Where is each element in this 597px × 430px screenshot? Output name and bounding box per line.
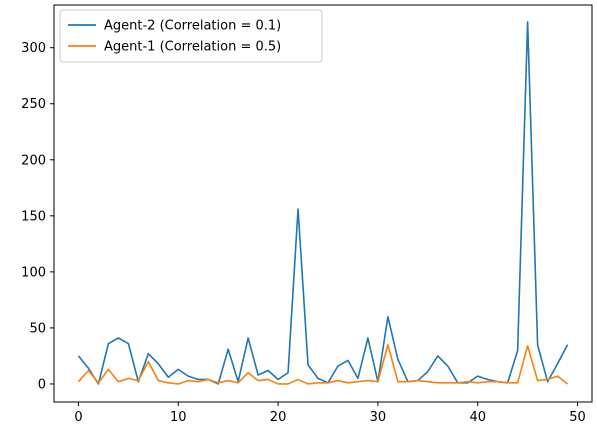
y-tick-label: 250	[21, 97, 46, 112]
x-axis-ticks: 0 10 20 30 40 50	[74, 402, 586, 425]
plot-frame	[53, 4, 593, 403]
legend-box	[59, 9, 323, 63]
x-tick-label: 20	[270, 410, 287, 425]
series-lines	[77, 21, 569, 385]
series-line-2	[77, 343, 569, 385]
legend: Agent-2 (Correlation = 0.1) Agent-1 (Corr…	[59, 9, 323, 63]
y-tick-label: 150	[21, 209, 46, 224]
y-tick-label: 100	[21, 265, 46, 280]
x-tick-label: 10	[170, 410, 187, 425]
x-tick-label: 30	[370, 410, 387, 425]
y-axis-ticks: 0 50 100 150 200 250 300	[21, 41, 54, 392]
legend-label: Agent-1 (Correlation = 0.5)	[104, 40, 281, 55]
legend-label: Agent-2 (Correlation = 0.1)	[104, 19, 281, 34]
x-tick-label: 40	[469, 410, 486, 425]
y-tick-label: 300	[21, 41, 46, 56]
y-tick-label: 200	[21, 153, 46, 168]
x-tick-label: 50	[569, 410, 586, 425]
series-line-1	[77, 21, 569, 385]
y-tick-label: 0	[38, 377, 46, 392]
x-tick-label: 0	[74, 410, 82, 425]
y-tick-label: 50	[29, 321, 46, 336]
